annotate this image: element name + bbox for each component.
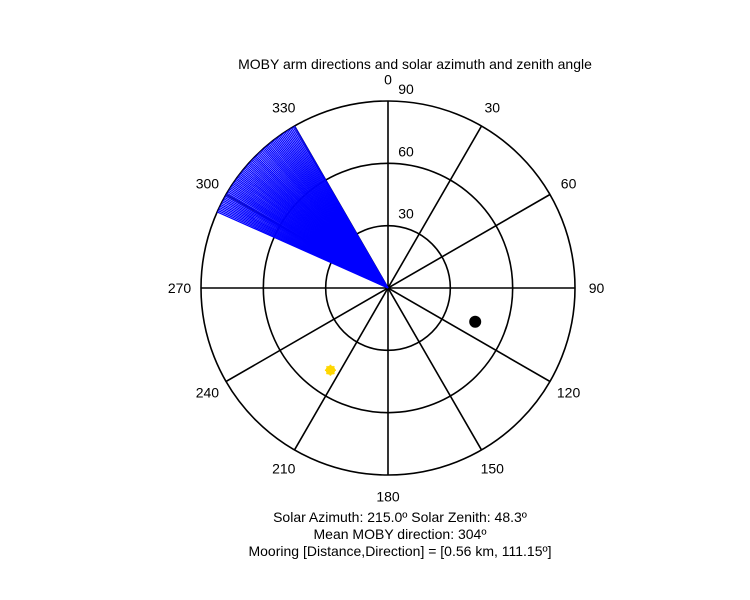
radial-label-90: 90 <box>398 81 414 97</box>
mooring-text: Mooring [Distance,Direction] = [0.56 km,… <box>248 543 552 559</box>
angle-label-270: 270 <box>168 280 192 296</box>
angle-label-180: 180 <box>376 489 400 505</box>
mean-direction-text: Mean MOBY direction: 304º <box>313 526 487 542</box>
angle-label-150: 150 <box>481 461 505 477</box>
mooring-marker <box>469 315 482 328</box>
polar-data <box>216 125 482 376</box>
solar-angles-text: Solar Azimuth: 215.0º Solar Zenith: 48.3… <box>273 509 527 525</box>
radial-label-60: 60 <box>398 143 414 159</box>
chart-title: MOBY arm directions and solar azimuth an… <box>238 56 592 72</box>
angle-label-330: 330 <box>272 99 296 115</box>
radial-label-30: 30 <box>398 206 414 222</box>
angle-label-90: 90 <box>589 280 605 296</box>
sun-marker <box>324 364 336 376</box>
polar-labels: 0 30 60 90 120 150 180 210 240 270 300 330 30 60 90 <box>168 71 605 504</box>
angle-label-60: 60 <box>561 176 577 192</box>
angle-label-240: 240 <box>196 384 220 400</box>
angle-label-300: 300 <box>196 176 220 192</box>
angle-label-210: 210 <box>272 461 296 477</box>
angle-label-30: 30 <box>484 99 500 115</box>
arm-direction-line <box>293 125 389 289</box>
angle-label-0: 0 <box>384 71 392 87</box>
angle-label-120: 120 <box>557 384 581 400</box>
